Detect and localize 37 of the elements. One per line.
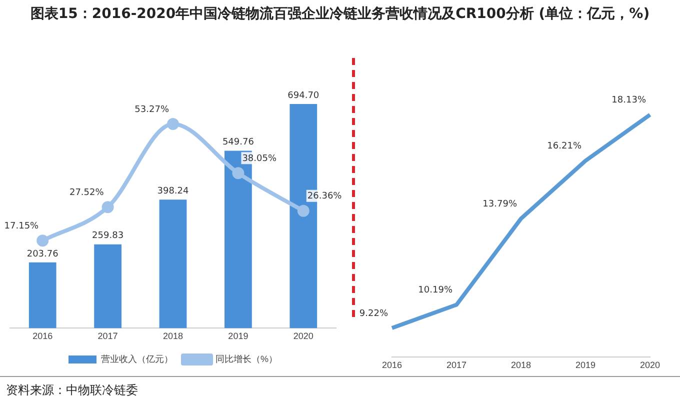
x-tick-label: 2018: [510, 360, 532, 370]
x-tick-label: 2019: [575, 360, 596, 370]
data-label: 53.27%: [134, 104, 170, 115]
x-tick-label: 2020: [293, 331, 314, 342]
data-label: 26.36%: [307, 192, 342, 202]
bar: [94, 244, 122, 328]
chart-title: 图表15：2016-2020年中国冷链物流百强企业冷链业务营收情况及CR100分析 (单位：亿元，%): [29, 4, 651, 24]
data-label: 9.22%: [359, 308, 388, 319]
data-label: 694.70: [288, 90, 320, 101]
data-label: 38.05%: [242, 154, 277, 164]
data-label: 259.83: [92, 231, 124, 242]
x-tick-label: 2017: [446, 360, 467, 370]
x-tick-label: 2016: [382, 360, 402, 370]
bar: [28, 262, 56, 328]
x-tick-label: 2017: [98, 331, 118, 342]
data-label: 398.24: [157, 186, 190, 197]
data-label: 13.79%: [482, 199, 518, 210]
x-tick-label: 2016: [32, 331, 53, 342]
legend-label: 营业收入（亿元）: [101, 354, 173, 364]
point: [36, 234, 49, 247]
data-label: 18.13%: [612, 96, 646, 106]
point: [167, 118, 179, 130]
data-label: 27.52%: [69, 188, 104, 198]
data-label: 16.21%: [547, 142, 582, 152]
point: [297, 204, 310, 217]
legend-label: 同比增长（%）: [216, 354, 278, 364]
data-label: 203.76: [26, 249, 59, 260]
bar: [159, 200, 187, 328]
data-label: 10.19%: [418, 286, 453, 296]
x-tick-label: 2020: [640, 360, 660, 370]
data-label: 17.15%: [4, 221, 40, 232]
data-label: 549.76: [222, 138, 254, 148]
text: 资料来源：中物联冷链委: [6, 382, 138, 399]
x-tick-label: 2018: [162, 331, 184, 342]
x-tick-label: 2019: [228, 331, 248, 342]
point: [232, 167, 244, 180]
point: [102, 201, 114, 214]
